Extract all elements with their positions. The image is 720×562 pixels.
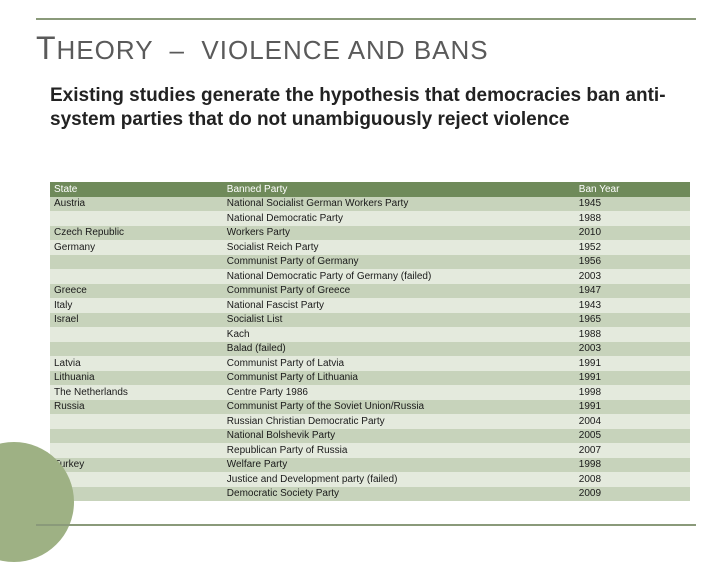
cell-state	[50, 414, 223, 429]
table-header-row: StateBanned PartyBan Year	[50, 182, 690, 197]
cell-party: Democratic Society Party	[223, 487, 575, 502]
cell-state: Austria	[50, 197, 223, 212]
cell-party: Communist Party of the Soviet Union/Russ…	[223, 400, 575, 415]
cell-state: Italy	[50, 298, 223, 313]
table-row: Russian Christian Democratic Party2004	[50, 414, 690, 429]
cell-party: Republican Party of Russia	[223, 443, 575, 458]
cell-state	[50, 342, 223, 357]
cell-state: The Netherlands	[50, 385, 223, 400]
cell-party: Workers Party	[223, 226, 575, 241]
cell-year: 1991	[575, 371, 690, 386]
cell-year: 1943	[575, 298, 690, 313]
cell-state	[50, 429, 223, 444]
top-rule	[36, 18, 696, 20]
cell-year: 2005	[575, 429, 690, 444]
cell-year: 2010	[575, 226, 690, 241]
cell-state	[50, 255, 223, 270]
cell-party: Communist Party of Latvia	[223, 356, 575, 371]
cell-party: Communist Party of Greece	[223, 284, 575, 299]
cell-party: Justice and Development party (failed)	[223, 472, 575, 487]
cell-party: Communist Party of Germany	[223, 255, 575, 270]
cell-year: 2007	[575, 443, 690, 458]
table-row: Kach1988	[50, 327, 690, 342]
cell-party: Socialist List	[223, 313, 575, 328]
cell-year: 1991	[575, 356, 690, 371]
cell-state: Czech Republic	[50, 226, 223, 241]
cell-year: 1947	[575, 284, 690, 299]
cell-year: 1952	[575, 240, 690, 255]
cell-year: 1998	[575, 385, 690, 400]
cell-party: National Bolshevik Party	[223, 429, 575, 444]
bans-table-wrap: StateBanned PartyBan YearAustriaNational…	[50, 182, 690, 501]
cell-state	[50, 472, 223, 487]
col-state: State	[50, 182, 223, 197]
table-row: AustriaNational Socialist German Workers…	[50, 197, 690, 212]
cell-year: 1998	[575, 458, 690, 473]
cell-party: Kach	[223, 327, 575, 342]
cell-party: Communist Party of Lithuania	[223, 371, 575, 386]
table-row: IsraelSocialist List1965	[50, 313, 690, 328]
cell-state: Turkey	[50, 458, 223, 473]
cell-state	[50, 327, 223, 342]
table-row: TurkeyWelfare Party1998	[50, 458, 690, 473]
cell-year: 2003	[575, 342, 690, 357]
cell-state: Russia	[50, 400, 223, 415]
table-row: Czech RepublicWorkers Party2010	[50, 226, 690, 241]
table-row: GermanySocialist Reich Party1952	[50, 240, 690, 255]
table-row: LithuaniaCommunist Party of Lithuania199…	[50, 371, 690, 386]
cell-state: Israel	[50, 313, 223, 328]
hypothesis-text: Existing studies generate the hypothesis…	[50, 84, 680, 132]
cell-party: Balad (failed)	[223, 342, 575, 357]
cell-year: 2009	[575, 487, 690, 502]
cell-year: 1988	[575, 211, 690, 226]
cell-state	[50, 443, 223, 458]
cell-party: National Socialist German Workers Party	[223, 197, 575, 212]
cell-party: National Democratic Party	[223, 211, 575, 226]
table-row: GreeceCommunist Party of Greece1947	[50, 284, 690, 299]
bans-table: StateBanned PartyBan YearAustriaNational…	[50, 182, 690, 501]
slide-title: THEORY – VIOLENCE AND BANS	[36, 30, 489, 67]
cell-year: 1945	[575, 197, 690, 212]
table-row: ItalyNational Fascist Party1943	[50, 298, 690, 313]
cell-year: 1991	[575, 400, 690, 415]
cell-state	[50, 211, 223, 226]
cell-state: Greece	[50, 284, 223, 299]
cell-state	[50, 487, 223, 502]
cell-year: 2004	[575, 414, 690, 429]
table-row: Justice and Development party (failed)20…	[50, 472, 690, 487]
cell-party: Welfare Party	[223, 458, 575, 473]
cell-party: Centre Party 1986	[223, 385, 575, 400]
cell-state	[50, 269, 223, 284]
col-year: Ban Year	[575, 182, 690, 197]
cell-year: 2003	[575, 269, 690, 284]
cell-party: Socialist Reich Party	[223, 240, 575, 255]
cell-state: Germany	[50, 240, 223, 255]
cell-state: Lithuania	[50, 371, 223, 386]
cell-year: 1988	[575, 327, 690, 342]
cell-state: Latvia	[50, 356, 223, 371]
bottom-rule	[36, 524, 696, 526]
col-party: Banned Party	[223, 182, 575, 197]
cell-year: 1965	[575, 313, 690, 328]
table-row: RussiaCommunist Party of the Soviet Unio…	[50, 400, 690, 415]
table-row: Communist Party of Germany1956	[50, 255, 690, 270]
table-row: Republican Party of Russia2007	[50, 443, 690, 458]
table-row: The NetherlandsCentre Party 19861998	[50, 385, 690, 400]
table-row: Balad (failed)2003	[50, 342, 690, 357]
cell-party: Russian Christian Democratic Party	[223, 414, 575, 429]
cell-year: 1956	[575, 255, 690, 270]
table-row: National Democratic Party1988	[50, 211, 690, 226]
cell-party: National Fascist Party	[223, 298, 575, 313]
cell-year: 2008	[575, 472, 690, 487]
table-row: LatviaCommunist Party of Latvia1991	[50, 356, 690, 371]
table-row: National Bolshevik Party2005	[50, 429, 690, 444]
table-row: Democratic Society Party2009	[50, 487, 690, 502]
table-row: National Democratic Party of Germany (fa…	[50, 269, 690, 284]
cell-party: National Democratic Party of Germany (fa…	[223, 269, 575, 284]
